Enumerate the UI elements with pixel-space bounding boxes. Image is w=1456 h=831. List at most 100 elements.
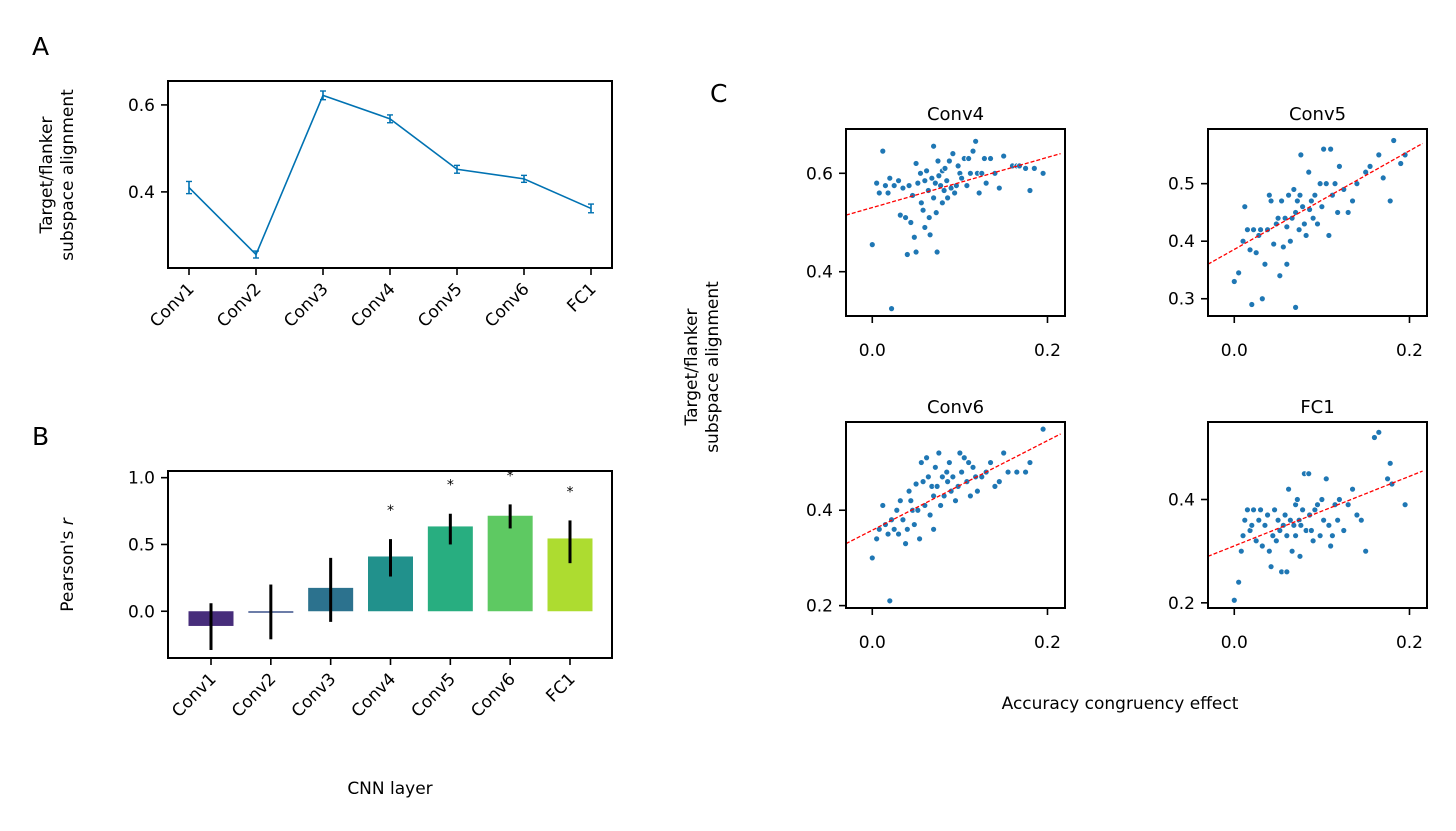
scatter-point bbox=[1296, 191, 1304, 199]
scatter-point bbox=[899, 516, 907, 524]
scatter-point bbox=[1265, 191, 1273, 199]
scatter-point bbox=[879, 502, 887, 509]
panel-a-ytick-label: 0.4 bbox=[128, 183, 155, 203]
scatter-point bbox=[1336, 496, 1343, 503]
scatter-point bbox=[1334, 209, 1342, 216]
scatter-point bbox=[917, 169, 924, 177]
scatter-point bbox=[1286, 237, 1294, 245]
scatter-point bbox=[917, 459, 925, 466]
scatter-point bbox=[1311, 506, 1319, 514]
scatter-point bbox=[1299, 203, 1307, 211]
scatter-subplot-title: FC1 bbox=[1300, 397, 1334, 418]
scatter-point bbox=[1314, 501, 1321, 509]
panel-letter-a: A bbox=[32, 32, 49, 61]
scatter-point bbox=[1248, 521, 1256, 529]
scatter-point bbox=[935, 449, 943, 457]
scatter-point bbox=[1305, 168, 1313, 176]
scatter-point bbox=[905, 487, 913, 495]
scatter-point bbox=[1279, 243, 1287, 251]
scatter-point bbox=[1318, 496, 1326, 503]
scatter-point bbox=[995, 478, 1003, 486]
scatter-point bbox=[905, 182, 913, 189]
scatter-point bbox=[969, 147, 977, 155]
scatter-point bbox=[1293, 496, 1301, 503]
scatter-point bbox=[1318, 203, 1326, 211]
panel-b-ytick-label: 0.0 bbox=[128, 602, 155, 622]
scatter-point bbox=[1384, 475, 1391, 483]
scatter-point bbox=[1297, 151, 1305, 159]
scatter-xtick-label: 0.0 bbox=[1221, 633, 1248, 653]
scatter-point bbox=[965, 155, 973, 162]
scatter-point bbox=[1349, 485, 1356, 493]
scatter-point bbox=[1325, 232, 1333, 239]
scatter-point bbox=[1274, 214, 1282, 222]
scatter-point bbox=[1230, 278, 1238, 285]
scatter-point bbox=[1252, 249, 1260, 257]
scatter-point bbox=[886, 174, 894, 182]
scatter-point bbox=[1353, 511, 1361, 519]
scatter-point bbox=[926, 231, 934, 239]
scatter-point bbox=[1270, 240, 1278, 248]
scatter-point bbox=[923, 454, 930, 462]
scatter-point bbox=[1386, 459, 1394, 467]
scatter-point bbox=[1296, 552, 1304, 560]
scatter-point bbox=[949, 150, 957, 158]
scatter-point bbox=[1366, 162, 1374, 170]
scatter-point bbox=[943, 468, 951, 476]
panel-b-ytick-label: 0.5 bbox=[128, 535, 155, 555]
scatter-point bbox=[1288, 547, 1296, 555]
scatter-point bbox=[893, 506, 901, 514]
scatter-point bbox=[1285, 191, 1292, 199]
scatter-point bbox=[919, 478, 927, 486]
scatter-fit-line bbox=[1207, 470, 1423, 557]
scatter-point bbox=[1292, 209, 1299, 216]
scatter-point bbox=[868, 241, 876, 249]
scatter-point bbox=[1386, 197, 1394, 205]
scatter-point bbox=[1267, 563, 1275, 571]
scatter-point bbox=[1322, 180, 1330, 188]
scatter-point bbox=[1258, 542, 1266, 550]
scatter-xtick-label: 0.0 bbox=[859, 341, 886, 361]
scatter-subplot-frame bbox=[1207, 421, 1428, 609]
scatter-point bbox=[1397, 160, 1405, 167]
scatter-point bbox=[975, 189, 983, 197]
scatter-point bbox=[873, 179, 881, 187]
scatter-point bbox=[1026, 459, 1034, 466]
scatter-point bbox=[912, 160, 920, 167]
scatter-point bbox=[981, 155, 988, 162]
panel-letter-c: C bbox=[710, 79, 727, 108]
scatter-point bbox=[1328, 532, 1336, 540]
scatter-point bbox=[978, 169, 986, 177]
scatter-point bbox=[944, 478, 952, 486]
scatter-subplot-title: Conv4 bbox=[927, 104, 984, 125]
panel-b-ylabel: Pearson's r bbox=[58, 517, 78, 611]
scatter-point bbox=[951, 189, 959, 197]
scatter-point bbox=[938, 199, 946, 207]
scatter-xtick-label: 0.2 bbox=[1034, 633, 1061, 653]
scatter-point bbox=[965, 459, 973, 466]
scatter-point bbox=[941, 164, 949, 172]
panel-c-xlabel: Accuracy congruency effect bbox=[1002, 694, 1239, 714]
scatter-point bbox=[1000, 449, 1008, 457]
scatter-point bbox=[966, 169, 974, 177]
scatter-xtick-label: 0.0 bbox=[859, 633, 886, 653]
scatter-point bbox=[1379, 174, 1387, 182]
scatter-point bbox=[1039, 169, 1047, 177]
scatter-point bbox=[987, 459, 994, 466]
scatter-point bbox=[1281, 511, 1289, 519]
scatter-point bbox=[1283, 532, 1291, 540]
scatter-point bbox=[1292, 303, 1299, 311]
scatter-point bbox=[1283, 223, 1291, 231]
scatter-point bbox=[1375, 151, 1383, 159]
scatter-fit-line bbox=[845, 433, 1061, 545]
scatter-point bbox=[1311, 191, 1319, 199]
scatter-ytick-label: 0.5 bbox=[1168, 175, 1195, 195]
scatter-point bbox=[1250, 226, 1257, 234]
scatter-point bbox=[1039, 425, 1047, 433]
scatter-point bbox=[1285, 485, 1292, 493]
scatter-point bbox=[943, 177, 951, 185]
scatter-point bbox=[884, 530, 892, 538]
scatter-point bbox=[890, 525, 898, 533]
scatter-point bbox=[903, 525, 911, 533]
scatter-ytick-label: 0.2 bbox=[806, 597, 833, 617]
